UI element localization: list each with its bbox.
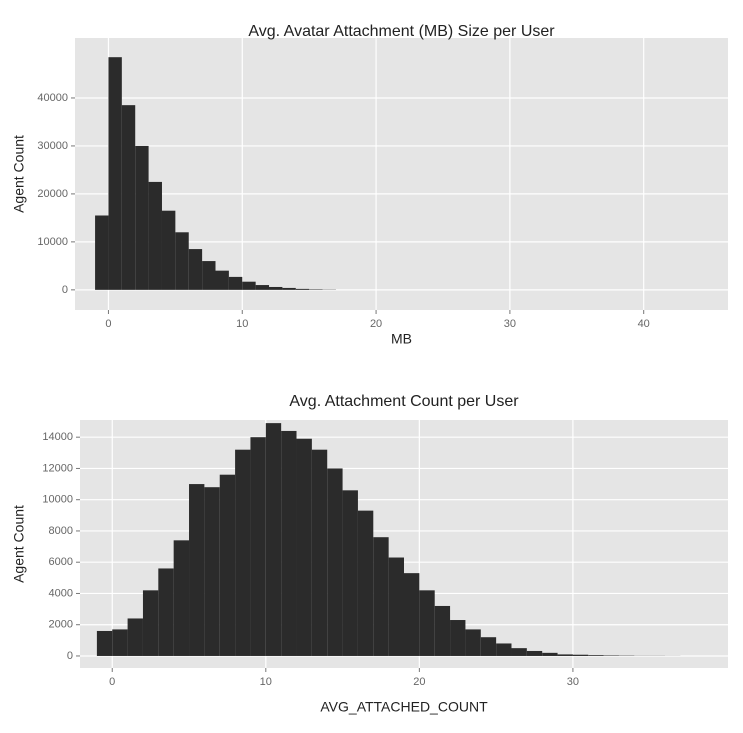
bar bbox=[542, 653, 557, 656]
bar bbox=[527, 651, 542, 656]
y-tick-label: 20000 bbox=[37, 188, 68, 200]
bar bbox=[250, 437, 265, 656]
y-tick-label: 4000 bbox=[49, 587, 73, 599]
y-tick-label: 0 bbox=[67, 650, 73, 662]
bar bbox=[216, 271, 229, 290]
x-tick-label: 20 bbox=[413, 676, 425, 688]
y-tick-label: 30000 bbox=[37, 140, 68, 152]
bar bbox=[297, 439, 312, 656]
y-tick-label: 14000 bbox=[42, 431, 73, 443]
bar bbox=[282, 288, 295, 290]
bar bbox=[312, 450, 327, 656]
bar bbox=[266, 423, 281, 656]
y-tick-label: 12000 bbox=[42, 462, 73, 474]
bar bbox=[373, 537, 388, 656]
bar bbox=[242, 282, 255, 290]
x-tick-label: 10 bbox=[260, 676, 272, 688]
bar bbox=[296, 289, 309, 290]
bar bbox=[143, 590, 158, 656]
bar bbox=[95, 215, 108, 289]
y-tick-label: 6000 bbox=[49, 556, 73, 568]
bar bbox=[189, 484, 204, 656]
bar bbox=[122, 105, 135, 290]
bar bbox=[419, 590, 434, 656]
bar bbox=[112, 629, 127, 656]
bar bbox=[97, 631, 112, 656]
bar bbox=[465, 629, 480, 656]
x-tick-label: 10 bbox=[236, 318, 248, 330]
y-tick-label: 0 bbox=[62, 284, 68, 296]
x-tick-label: 40 bbox=[638, 318, 650, 330]
x-tick-label: 20 bbox=[370, 318, 382, 330]
chart-title: Avg. Attachment Count per User bbox=[289, 393, 519, 410]
bar bbox=[404, 573, 419, 656]
bar bbox=[588, 655, 603, 656]
x-axis-label: MB bbox=[391, 331, 412, 347]
bar bbox=[343, 490, 358, 656]
bar bbox=[108, 57, 121, 290]
x-tick-label: 0 bbox=[109, 676, 115, 688]
bar bbox=[149, 182, 162, 290]
bar bbox=[511, 648, 526, 656]
bar bbox=[220, 475, 235, 656]
x-tick-label: 30 bbox=[567, 676, 579, 688]
x-axis-label: AVG_ATTACHED_COUNT bbox=[320, 699, 488, 715]
y-tick-label: 2000 bbox=[49, 619, 73, 631]
bar bbox=[481, 637, 496, 656]
bar bbox=[327, 468, 342, 656]
bar bbox=[135, 146, 148, 290]
x-tick-label: 30 bbox=[504, 318, 516, 330]
bar bbox=[389, 558, 404, 656]
bar bbox=[158, 568, 173, 656]
y-tick-label: 40000 bbox=[37, 92, 68, 104]
bar bbox=[204, 487, 219, 656]
bar bbox=[229, 277, 242, 290]
bar bbox=[450, 620, 465, 656]
bar bbox=[174, 540, 189, 656]
bar bbox=[235, 450, 250, 656]
bar bbox=[162, 211, 175, 290]
x-tick-label: 0 bbox=[105, 318, 111, 330]
chart-title: Avg. Avatar Attachment (MB) Size per Use… bbox=[248, 23, 555, 40]
bar bbox=[189, 249, 202, 290]
y-tick-label: 10000 bbox=[42, 494, 73, 506]
bar bbox=[269, 287, 282, 290]
bar bbox=[128, 618, 143, 656]
bar bbox=[256, 285, 269, 290]
bar bbox=[435, 606, 450, 656]
y-axis-label: Agent Count bbox=[11, 135, 27, 213]
bar bbox=[281, 431, 296, 656]
bar bbox=[175, 232, 188, 290]
y-axis-label: Agent Count bbox=[11, 505, 27, 583]
bar bbox=[358, 511, 373, 656]
y-tick-label: 10000 bbox=[37, 236, 68, 248]
bar bbox=[496, 643, 511, 656]
bar bbox=[573, 655, 588, 656]
y-tick-label: 8000 bbox=[49, 525, 73, 537]
bar bbox=[202, 261, 215, 290]
bar bbox=[558, 654, 573, 656]
